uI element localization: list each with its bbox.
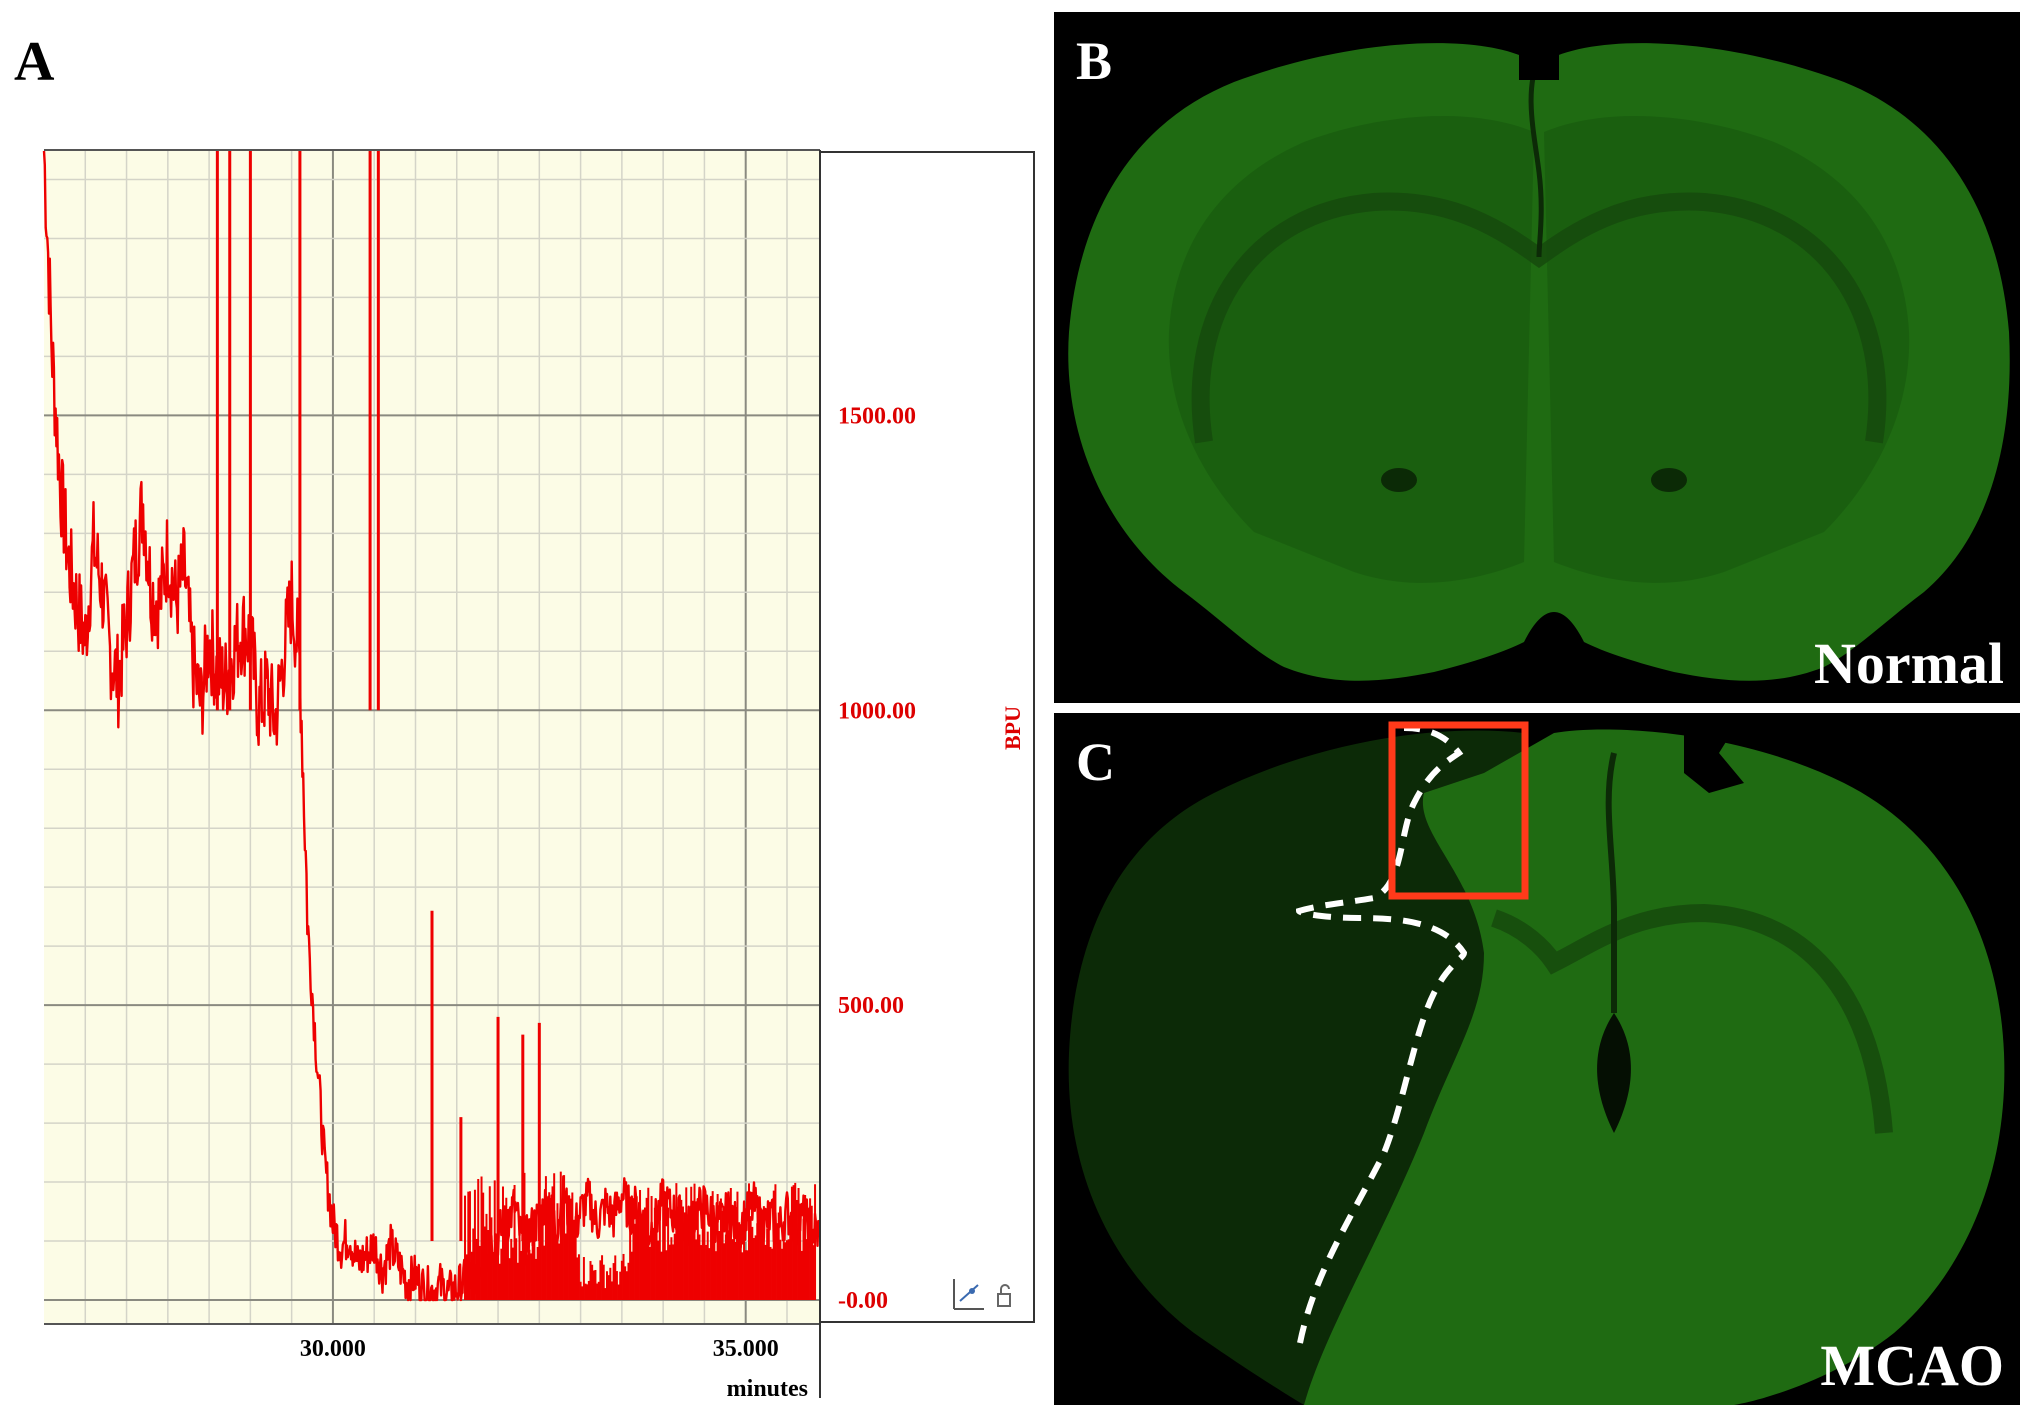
midline [1528, 56, 1544, 258]
y-tick-label: 500.00 [838, 993, 904, 1019]
tick-labels: -0.00 500.00 1000.00 1500.00 30.000 35.000 [300, 403, 916, 1362]
midline-c [1605, 752, 1618, 1013]
top-notch [1519, 40, 1559, 80]
brain-section-mcao [1068, 713, 2005, 1405]
panel-c-label: MCAO [1820, 1333, 2004, 1398]
panel-c-letter: C [1076, 732, 1115, 792]
panel-a-letter: A [14, 31, 55, 93]
white-matter-c [1490, 903, 1893, 1134]
y-axis-box [819, 151, 1035, 1323]
ventricle-c [1597, 1013, 1631, 1133]
top-notch-c [1684, 713, 1744, 793]
x-tick-label: 30.000 [300, 1336, 366, 1362]
ventricle-right [1651, 468, 1687, 492]
axis-settings-icon[interactable] [953, 1279, 984, 1310]
brain-section-normal [1068, 40, 2010, 681]
series-spikes [215, 150, 817, 1300]
y-tick-label: 1000.00 [838, 698, 916, 724]
panel-b-label: Normal [1813, 631, 2004, 696]
panel-b-letter: B [1076, 31, 1113, 91]
x-axis-label: minutes [727, 1376, 808, 1402]
y-axis-label: BPU [1000, 706, 1025, 750]
y-tick-label: -0.00 [838, 1288, 888, 1314]
panel-c-mcao-brain: C MCAO [1054, 713, 2020, 1405]
roi-box [1388, 721, 1529, 900]
infarct-outline [1295, 725, 1468, 1344]
cortex-inner [1168, 115, 1534, 583]
ventricle-left [1381, 468, 1417, 492]
y-tick-label: 1500.00 [838, 403, 916, 429]
perfusion-chart: -0.00 500.00 1000.00 1500.00 30.000 35.000 BP… [42, 149, 1035, 1402]
cortex-inner-right [1544, 115, 1910, 583]
x-tick-label: 35.000 [713, 1336, 779, 1362]
lock-icon[interactable] [997, 1284, 1011, 1307]
panel-b-normal-brain: B Normal [1054, 12, 2020, 703]
